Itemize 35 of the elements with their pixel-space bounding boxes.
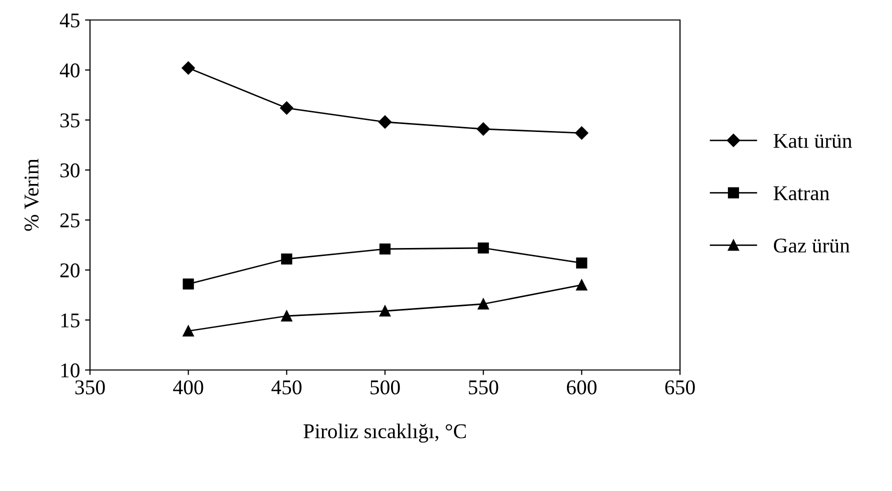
legend-label: Gaz ürün [774,238,850,253]
y-tick-label: 20 [60,263,80,278]
y-tick-label: 45 [60,14,80,28]
legend-label: Katran [774,186,830,200]
point [182,61,195,75]
point [575,126,588,140]
y-tick-label: 35 [60,113,80,128]
point [182,278,194,290]
legend-label: Katı ürün [774,134,852,148]
point [281,253,292,265]
point [379,305,391,317]
x-tick-label: 450 [271,380,302,394]
y-tick-label: 30 [60,163,80,178]
x-tick-label: 350 [75,380,105,394]
x-tick-label: 400 [173,380,204,394]
point [478,298,489,310]
x-axis-title: Piroliz sıcaklığı, °C [304,424,466,443]
x-tick-label: 550 [468,380,498,394]
point [378,115,392,129]
point [280,101,294,115]
x-tick-label: 650 [665,380,695,394]
point [476,122,490,136]
point [182,325,194,337]
point [379,243,391,255]
y-tick-label: 25 [60,213,80,228]
y-tick-label: 40 [60,63,80,78]
point [281,310,292,322]
y-axis-title: % Verim [24,158,39,231]
x-tick-label: 500 [370,380,400,394]
y-tick-label: 15 [61,313,80,328]
point [478,242,489,254]
point [576,257,588,269]
x-tick-label: 600 [566,380,596,394]
y-tick-label: 10 [61,363,80,378]
point [576,279,588,291]
